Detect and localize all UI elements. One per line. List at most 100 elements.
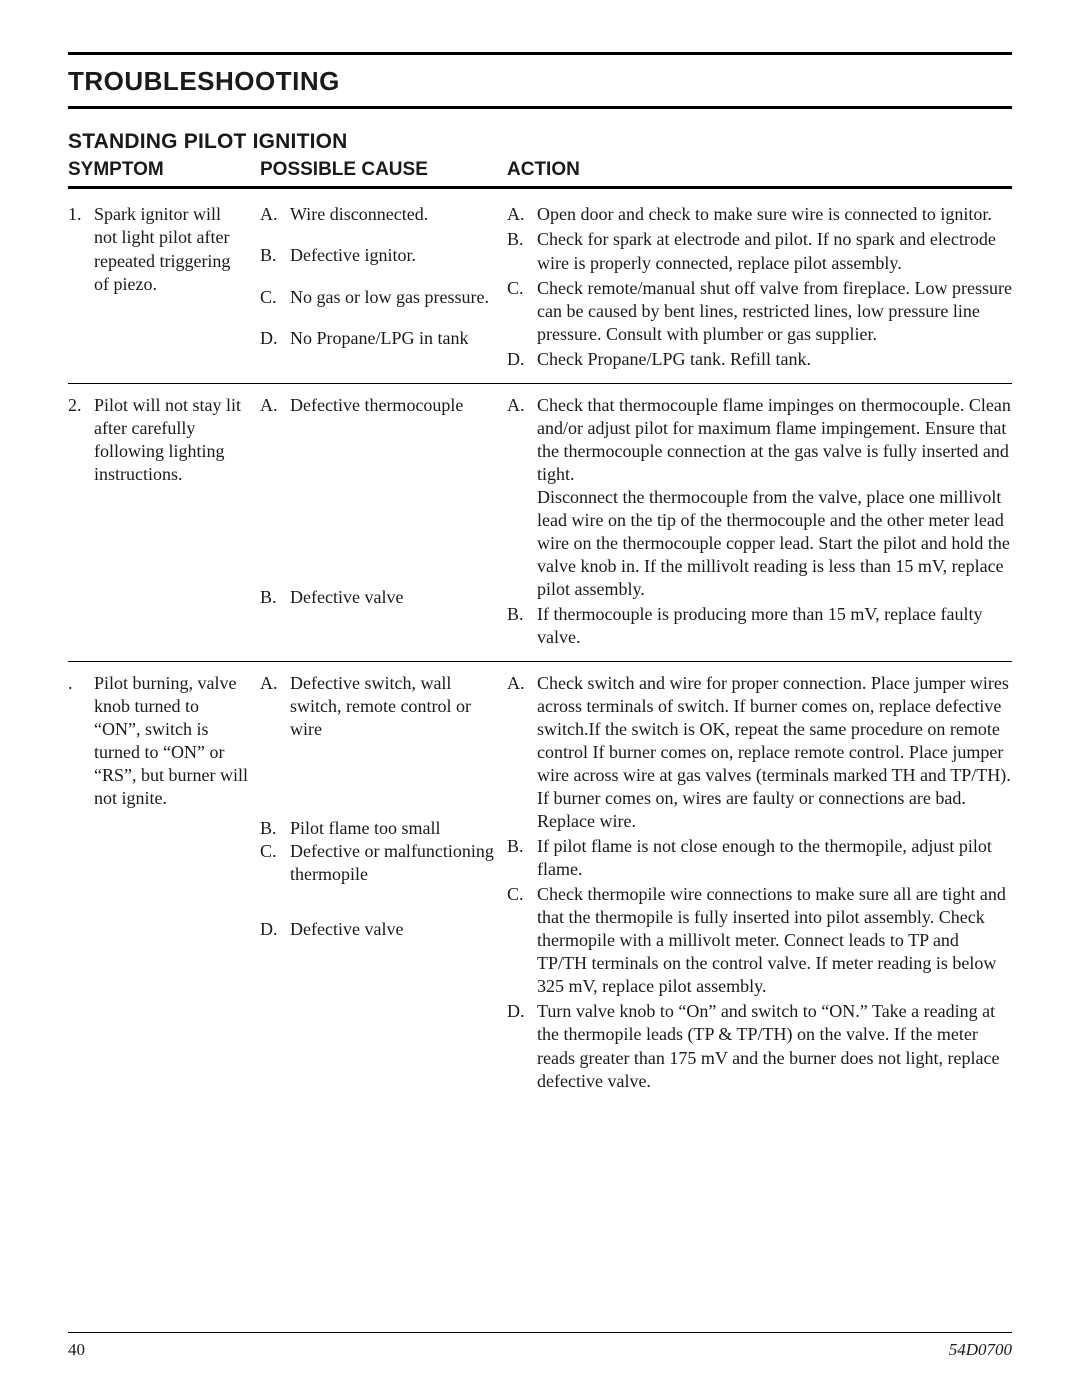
action-letter: D.: [507, 1000, 529, 1092]
symptom-cell: .Pilot burning, valve knob turned to “ON…: [68, 672, 248, 1095]
cause-text: No gas or low gas pressure.: [290, 286, 489, 309]
symptom-cell: 2.Pilot will not stay lit after carefull…: [68, 394, 248, 651]
header-cause: POSSIBLE CAUSE: [260, 158, 495, 182]
action-text: If pilot flame is not close enough to th…: [537, 835, 1012, 881]
cause-text: No Propane/LPG in tank: [290, 327, 468, 350]
action-text: Check switch and wire for proper connect…: [537, 672, 1012, 833]
cause-text: Defective valve: [290, 918, 403, 941]
cause-letter: C.: [260, 286, 282, 309]
cause-item: B. Defective ignitor.: [260, 244, 495, 267]
cause-list: A. Defective thermocouple B. Defective valv…: [260, 394, 495, 609]
cause-item: C.Defective or malfunctioning thermopile: [260, 840, 495, 886]
symptom-number: 2.: [68, 394, 86, 486]
action-text: Turn valve knob to “On” and switch to “O…: [537, 1000, 1012, 1092]
action-letter: A.: [507, 394, 529, 601]
action-list: A.Check switch and wire for proper conne…: [507, 672, 1012, 1093]
symptom-number: .: [68, 672, 86, 810]
action-letter: B.: [507, 228, 529, 274]
action-letter: A.: [507, 203, 529, 226]
cause-cell: A.Defective switch, wall switch, remote …: [260, 672, 495, 1095]
table-row: .Pilot burning, valve knob turned to “ON…: [68, 666, 1012, 1101]
row-divider: [68, 383, 1012, 384]
header-action: ACTION: [507, 158, 1012, 182]
action-text: Open door and check to make sure wire is…: [537, 203, 992, 226]
table-header: SYMPTOM POSSIBLE CAUSE ACTION: [68, 158, 1012, 189]
action-item: D.Turn valve knob to “On” and switch to …: [507, 1000, 1012, 1092]
cause-letter: A.: [260, 672, 282, 741]
title-rule: [68, 106, 1012, 109]
action-text: Check Propane/LPG tank. Refill tank.: [537, 348, 811, 371]
cause-text: Defective or malfunctioning thermopile: [290, 840, 495, 886]
action-text: Check thermopile wire connections to mak…: [537, 883, 1012, 998]
cause-letter: A.: [260, 203, 282, 226]
table-body: 1.Spark ignitor will not light pilot aft…: [68, 197, 1012, 1100]
cause-item: D. Defective valve: [260, 918, 495, 941]
symptom-cell: 1.Spark ignitor will not light pilot aft…: [68, 203, 248, 372]
action-item: D. Check Propane/LPG tank. Refill tank.: [507, 348, 1012, 371]
action-item: B.If pilot flame is not close enough to …: [507, 835, 1012, 881]
row-divider: [68, 661, 1012, 662]
cause-item: A. Wire disconnected.: [260, 203, 495, 226]
section-subtitle: STANDING PILOT IGNITION: [68, 129, 1012, 156]
cause-item: D.No Propane/LPG in tank: [260, 327, 495, 350]
symptom-item: 2.Pilot will not stay lit after carefull…: [68, 394, 248, 486]
action-list: A. Open door and check to make sure wire …: [507, 203, 1012, 370]
action-item: A.Check that thermocouple flame impinges…: [507, 394, 1012, 601]
page: TROUBLESHOOTING STANDING PILOT IGNITION …: [0, 0, 1080, 1397]
cause-list: A. Wire disconnected. B. Defective ignitor.…: [260, 203, 495, 349]
doc-id: 54D0700: [949, 1339, 1012, 1361]
cause-letter: B.: [260, 586, 282, 609]
content-area: TROUBLESHOOTING STANDING PILOT IGNITION …: [68, 52, 1012, 1332]
action-item: C.Check remote/manual shut off valve fro…: [507, 277, 1012, 346]
cause-text: Defective switch, wall switch, remote co…: [290, 672, 495, 741]
symptom-item: 1.Spark ignitor will not light pilot aft…: [68, 203, 248, 295]
action-cell: A.Check that thermocouple flame impinges…: [507, 394, 1012, 651]
cause-item: A.Defective switch, wall switch, remote …: [260, 672, 495, 741]
action-letter: A.: [507, 672, 529, 833]
cause-item: B. Pilot flame too small: [260, 817, 495, 840]
symptom-text: Pilot burning, valve knob turned to “ON”…: [94, 672, 248, 810]
action-item: C.Check thermopile wire connections to m…: [507, 883, 1012, 998]
cause-letter: D.: [260, 918, 282, 941]
cause-item: C. No gas or low gas pressure.: [260, 286, 495, 309]
action-letter: C.: [507, 883, 529, 998]
cause-text: Defective ignitor.: [290, 244, 416, 267]
action-list: A.Check that thermocouple flame impinges…: [507, 394, 1012, 649]
cause-list: A.Defective switch, wall switch, remote …: [260, 672, 495, 941]
cause-text: Wire disconnected.: [290, 203, 428, 226]
cause-text: Defective thermocouple: [290, 394, 463, 417]
table-row: 1.Spark ignitor will not light pilot aft…: [68, 197, 1012, 378]
action-item: A.Check switch and wire for proper conne…: [507, 672, 1012, 833]
symptom-item: .Pilot burning, valve knob turned to “ON…: [68, 672, 248, 810]
action-item: B.Check for spark at electrode and pilot…: [507, 228, 1012, 274]
cause-item: A. Defective thermocouple: [260, 394, 495, 417]
action-item: B.If thermocouple is producing more than…: [507, 603, 1012, 649]
action-letter: B.: [507, 835, 529, 881]
cause-text: Defective valve: [290, 586, 403, 609]
cause-letter: B.: [260, 817, 282, 840]
cause-letter: A.: [260, 394, 282, 417]
table-row: 2.Pilot will not stay lit after carefull…: [68, 388, 1012, 657]
footer-area: 40 54D0700: [68, 1332, 1012, 1361]
cause-cell: A. Defective thermocouple B. Defective valv…: [260, 394, 495, 651]
symptom-text: Pilot will not stay lit after carefully …: [94, 394, 248, 486]
action-text: If thermocouple is producing more than 1…: [537, 603, 1012, 649]
header-symptom: SYMPTOM: [68, 158, 248, 182]
action-item: A. Open door and check to make sure wire …: [507, 203, 1012, 226]
action-text: Check remote/manual shut off valve from …: [537, 277, 1012, 346]
top-rule: [68, 52, 1012, 55]
cause-text: Pilot flame too small: [290, 817, 441, 840]
cause-item: B. Defective valve: [260, 586, 495, 609]
action-text: Check that thermocouple flame impinges o…: [537, 394, 1012, 601]
cause-letter: B.: [260, 244, 282, 267]
cause-letter: C.: [260, 840, 282, 886]
symptom-number: 1.: [68, 203, 86, 295]
action-letter: D.: [507, 348, 529, 371]
cause-cell: A. Wire disconnected. B. Defective ignitor.…: [260, 203, 495, 372]
action-letter: B.: [507, 603, 529, 649]
page-title: TROUBLESHOOTING: [68, 65, 1012, 98]
action-text: Check for spark at electrode and pilot. …: [537, 228, 1012, 274]
symptom-text: Spark ignitor will not light pilot after…: [94, 203, 248, 295]
page-footer: 40 54D0700: [68, 1339, 1012, 1361]
page-number: 40: [68, 1339, 85, 1361]
